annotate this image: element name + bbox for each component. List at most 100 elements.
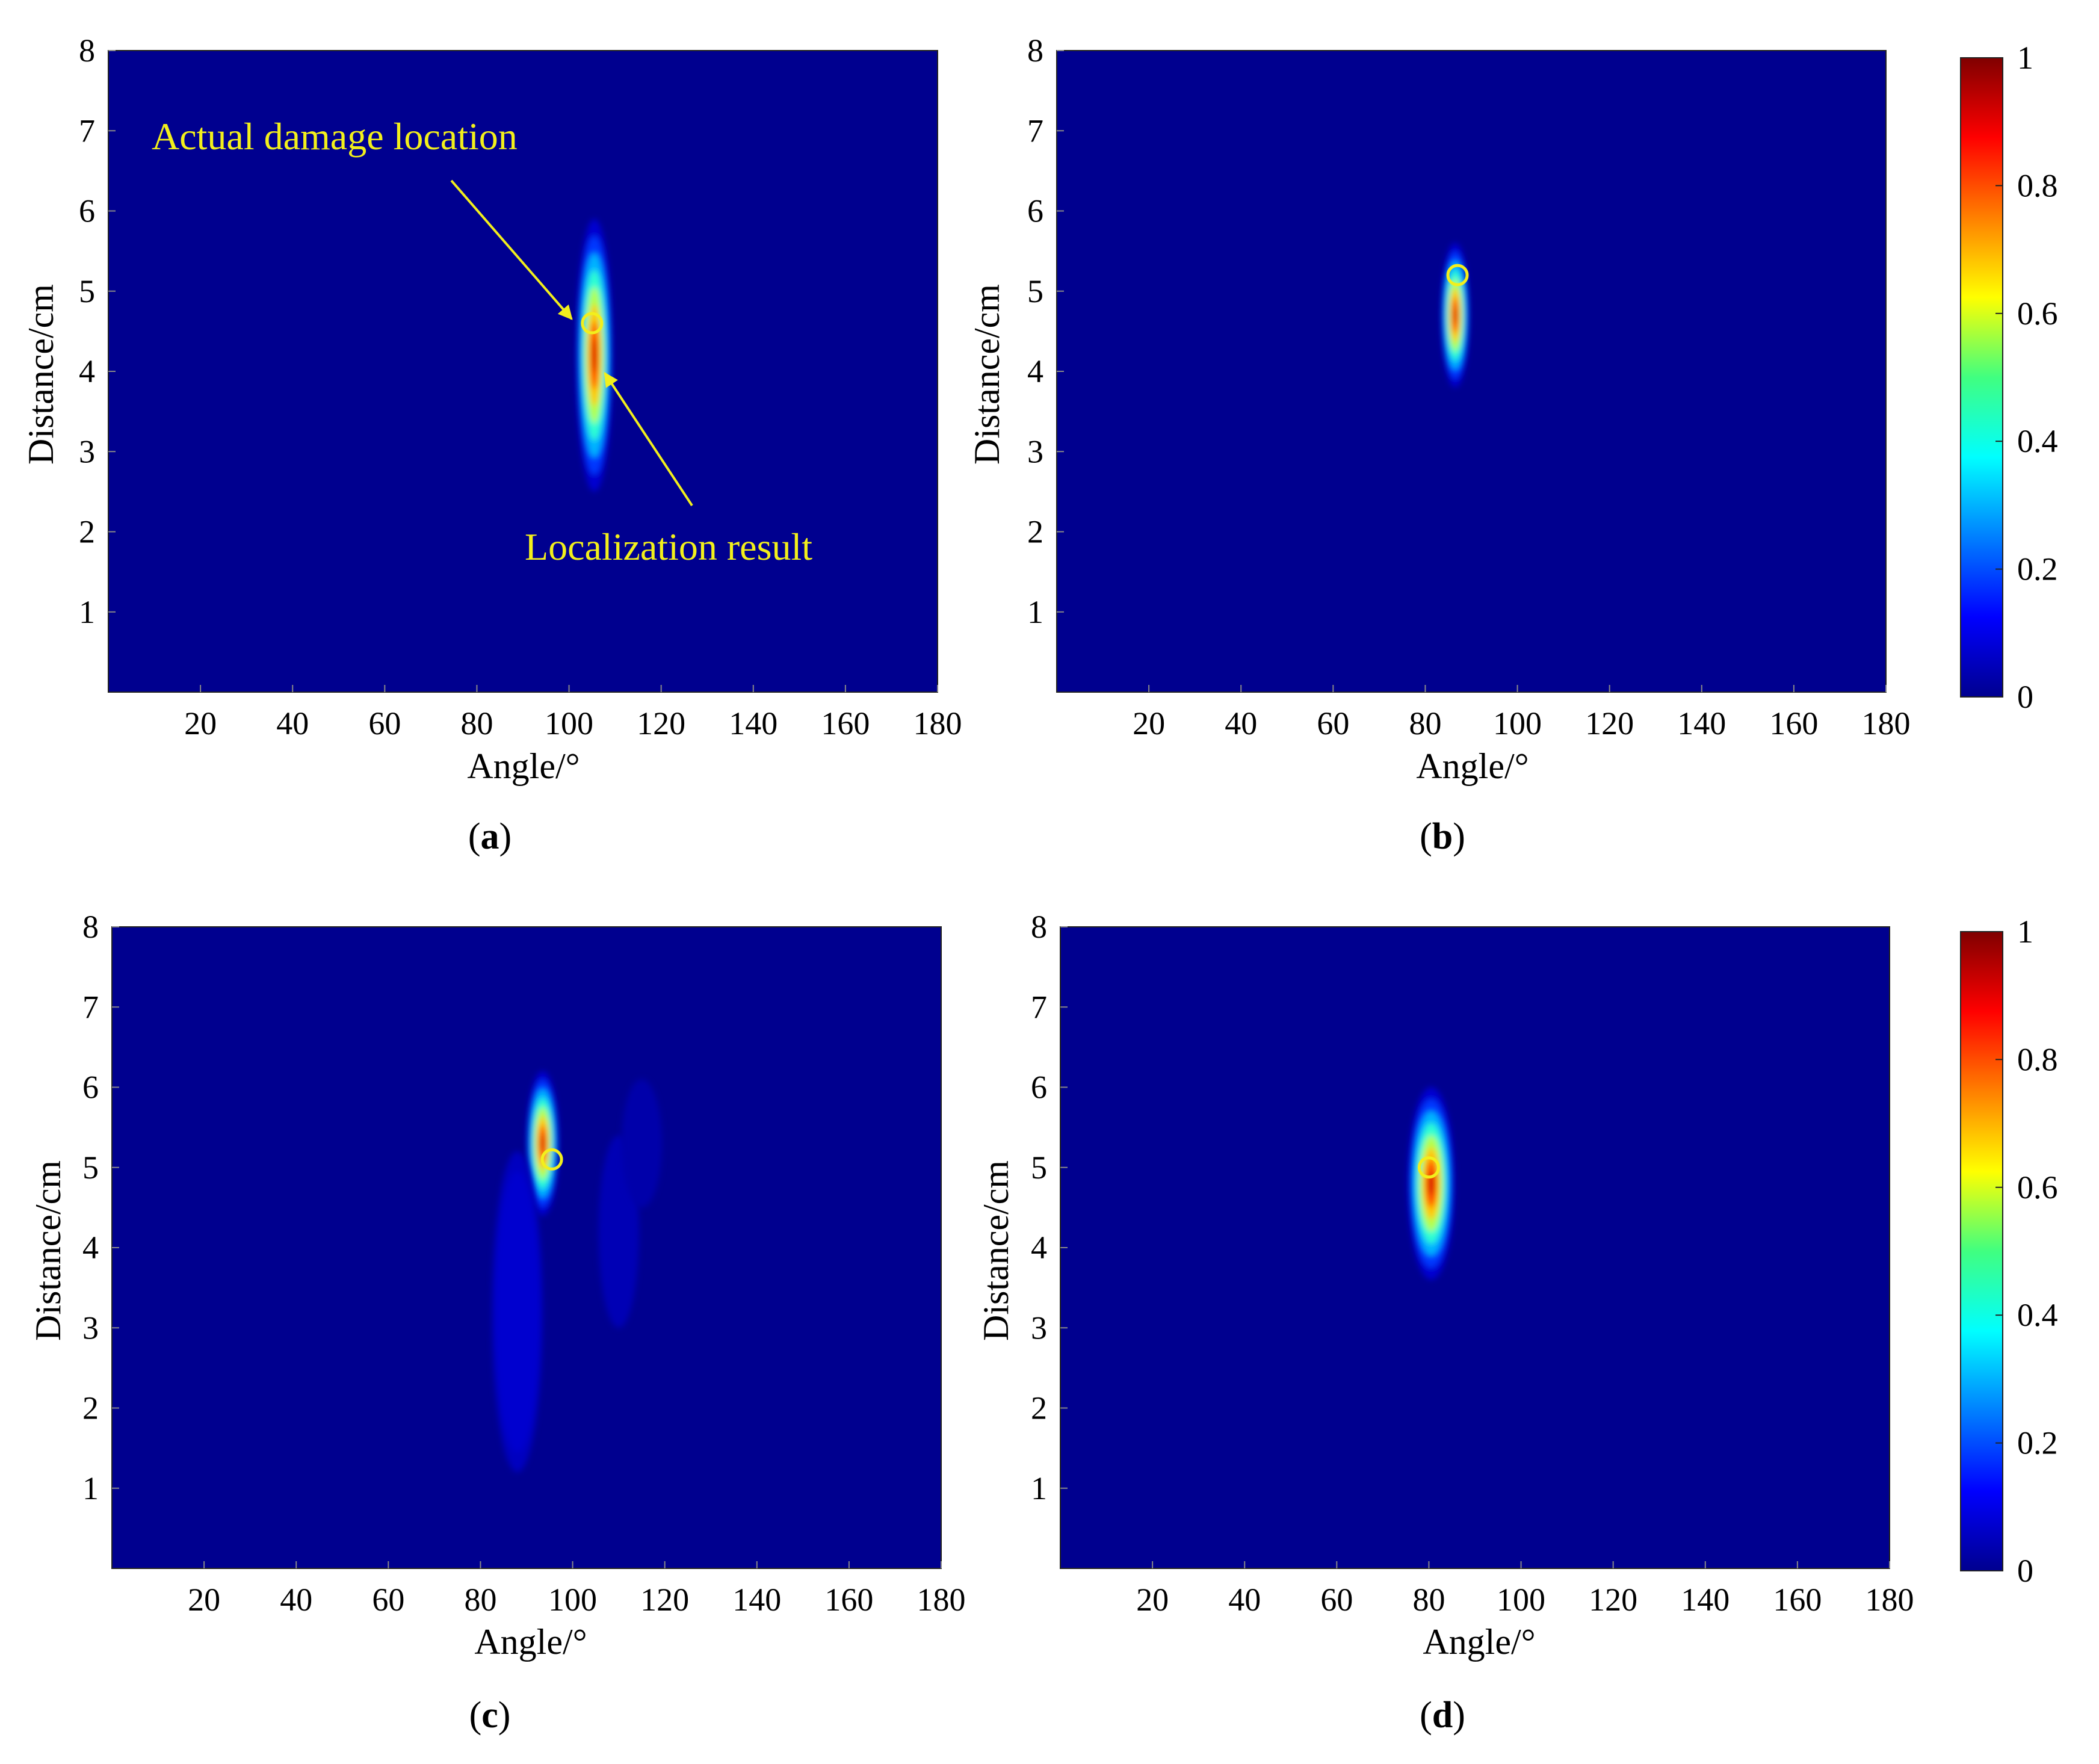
x-tick-label: 140 bbox=[1681, 1582, 1730, 1618]
colorbar-bottom-ticks: 0 0.2 0.4 0.6 0.8 1 bbox=[1995, 914, 2058, 1589]
colorbar-tick-label: 0.8 bbox=[2017, 167, 2058, 203]
colorbar-bottom-gradient bbox=[1960, 931, 2003, 1571]
x-ticks-d: 20 40 60 80 100 120 140 160 180 bbox=[1136, 1561, 1914, 1618]
hotspots bbox=[1408, 1087, 1455, 1280]
colorbar-tick-label: 1 bbox=[2017, 40, 2033, 76]
heatmap-plot-a bbox=[108, 50, 938, 693]
y-tick-label: 5 bbox=[1027, 273, 1043, 309]
y-tick-label: 3 bbox=[79, 433, 95, 469]
x-tick-label: 60 bbox=[368, 705, 401, 741]
colorbar-tick-label: 0 bbox=[2017, 679, 2033, 715]
x-tick-label: 80 bbox=[464, 1582, 496, 1618]
y-axis-label-c: Distance/cm bbox=[28, 1160, 68, 1341]
colorbar-tick-label: 0.6 bbox=[2017, 1169, 2058, 1205]
heatmap-background bbox=[1060, 927, 1890, 1568]
y-tick-label: 4 bbox=[79, 353, 95, 389]
x-tick-label: 180 bbox=[1866, 1582, 1914, 1618]
hotspots bbox=[492, 1071, 663, 1473]
panel-label-d: (d) bbox=[1420, 1695, 1465, 1736]
panel-c: 1 2 3 4 5 6 7 8 20 40 60 80 100 120 140 160 180 Angle/°… bbox=[28, 909, 966, 1736]
x-tick-label: 20 bbox=[188, 1582, 220, 1618]
colorbar-bottom: 0 0.2 0.4 0.6 0.8 1 bbox=[1960, 914, 2058, 1589]
x-axis-label-c: Angle/° bbox=[474, 1622, 587, 1662]
y-tick-label: 8 bbox=[1027, 32, 1043, 69]
x-ticks-b: 20 40 60 80 100 120 140 160 180 bbox=[1133, 685, 1911, 741]
y-tick-label: 7 bbox=[1027, 113, 1043, 149]
colorbar-tick-label: 0.4 bbox=[2017, 1297, 2058, 1333]
heatmap-plot-c bbox=[111, 926, 942, 1569]
panel-b: 1 2 3 4 5 6 7 8 20 40 60 80 100 120 140 160 180 Angle/°… bbox=[967, 32, 1911, 857]
x-tick-label: 60 bbox=[1317, 705, 1349, 741]
x-tick-label: 120 bbox=[1589, 1582, 1637, 1618]
x-axis-label-d: Angle/° bbox=[1423, 1622, 1535, 1662]
y-tick-label: 8 bbox=[1031, 909, 1047, 945]
hotspot-0 bbox=[1408, 1087, 1455, 1280]
y-tick-label: 5 bbox=[82, 1150, 99, 1186]
x-tick-label: 60 bbox=[1320, 1582, 1353, 1618]
annotation-actual-damage-location: Actual damage location bbox=[152, 115, 518, 158]
y-tick-label: 6 bbox=[1027, 193, 1043, 229]
x-tick-label: 80 bbox=[1409, 705, 1441, 741]
x-ticks-a: 20 40 60 80 100 120 140 160 180 bbox=[184, 685, 962, 741]
y-tick-label: 1 bbox=[82, 1470, 99, 1506]
x-tick-label: 100 bbox=[548, 1582, 597, 1618]
colorbar-tick-label: 0.2 bbox=[2017, 551, 2058, 587]
y-tick-label: 7 bbox=[1031, 989, 1047, 1025]
panel-a: 1 2 3 4 5 6 7 8 20 40 60 80 100 120 140 160 180 Angle/°… bbox=[21, 32, 962, 857]
hotspot-level bbox=[1453, 306, 1458, 324]
y-tick-label: 6 bbox=[82, 1069, 99, 1106]
x-ticks-c: 20 40 60 80 100 120 140 160 180 bbox=[188, 1561, 966, 1618]
x-axis-label-b: Angle/° bbox=[1416, 746, 1529, 786]
colorbar-tick-label: 1 bbox=[2017, 914, 2033, 950]
y-tick-label: 6 bbox=[79, 193, 95, 229]
x-tick-label: 40 bbox=[1225, 705, 1257, 741]
x-tick-label: 120 bbox=[1585, 705, 1634, 741]
colorbar-tick-label: 0.2 bbox=[2017, 1425, 2058, 1461]
hotspot-level bbox=[592, 338, 597, 373]
x-tick-label: 40 bbox=[276, 705, 309, 741]
x-axis-label-a: Angle/° bbox=[467, 746, 580, 786]
x-tick-label: 140 bbox=[1677, 705, 1726, 741]
damage-location-marker bbox=[1417, 1156, 1440, 1179]
annotations-a: Actual damage location Localization resu… bbox=[152, 115, 812, 568]
colorbar-tick-label: 0.6 bbox=[2017, 296, 2058, 332]
x-tick-label: 120 bbox=[637, 705, 685, 741]
x-tick-label: 20 bbox=[1133, 705, 1165, 741]
x-tick-label: 160 bbox=[821, 705, 870, 741]
y-tick-label: 8 bbox=[82, 909, 99, 945]
heatmap-background bbox=[108, 51, 938, 692]
colorbar-top: 0 0.2 0.4 0.6 0.8 1 bbox=[1960, 40, 2058, 715]
y-tick-label: 3 bbox=[1031, 1310, 1047, 1346]
y-ticks-b: 1 2 3 4 5 6 7 8 bbox=[1027, 32, 1064, 630]
hotspots bbox=[576, 218, 613, 492]
hotspot-3 bbox=[621, 1079, 663, 1208]
y-tick-label: 1 bbox=[1027, 594, 1043, 630]
x-tick-label: 100 bbox=[545, 705, 593, 741]
colorbar-tick-label: 0 bbox=[2017, 1553, 2033, 1589]
damage-location-marker bbox=[1446, 264, 1469, 286]
y-tick-label: 2 bbox=[1031, 1390, 1047, 1426]
x-tick-label: 160 bbox=[1773, 1582, 1822, 1618]
panel-label-c: (c) bbox=[469, 1695, 511, 1736]
panel-label-a: (a) bbox=[468, 816, 512, 857]
damage-location-marker bbox=[581, 312, 604, 335]
heatmap-plot-b bbox=[1056, 50, 1887, 693]
y-tick-label: 5 bbox=[1031, 1150, 1047, 1186]
y-tick-label: 2 bbox=[82, 1390, 99, 1426]
heatmap-plot-d bbox=[1060, 926, 1890, 1569]
colorbar-top-gradient bbox=[1960, 57, 2003, 698]
x-tick-label: 100 bbox=[1497, 1582, 1545, 1618]
x-tick-label: 140 bbox=[729, 705, 777, 741]
colorbar-tick-label: 0.8 bbox=[2017, 1041, 2058, 1077]
y-ticks-c: 1 2 3 4 5 6 7 8 bbox=[82, 909, 119, 1506]
x-tick-label: 40 bbox=[1228, 1582, 1261, 1618]
x-tick-label: 180 bbox=[917, 1582, 966, 1618]
y-ticks-a: 1 2 3 4 5 6 7 8 bbox=[79, 32, 116, 630]
x-tick-label: 60 bbox=[372, 1582, 404, 1618]
y-tick-label: 7 bbox=[79, 113, 95, 149]
hotspot-level bbox=[495, 1171, 540, 1452]
arrow-to-localization-result bbox=[604, 371, 693, 507]
hotspot-level bbox=[621, 1079, 663, 1208]
x-tick-label: 160 bbox=[1769, 705, 1818, 741]
